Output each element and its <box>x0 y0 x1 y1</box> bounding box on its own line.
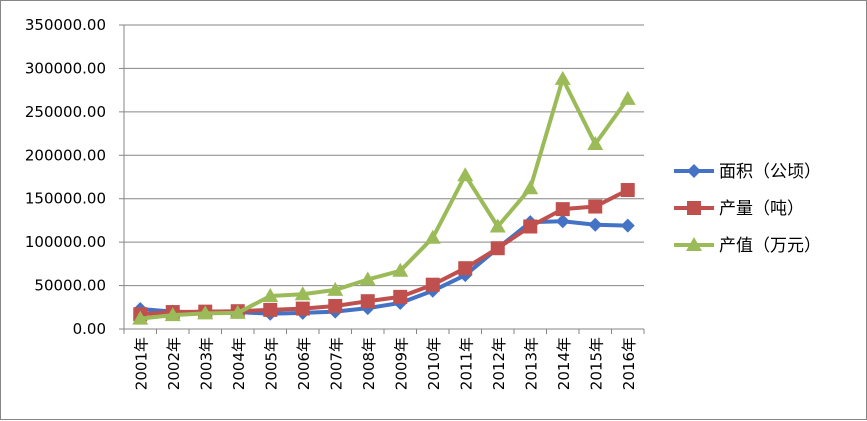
x-tick-label: 2003年 <box>197 337 215 390</box>
data-point <box>555 214 570 229</box>
data-point <box>294 286 311 301</box>
x-tick-label: 2012年 <box>490 337 508 390</box>
x-tick-label: 2016年 <box>620 337 638 390</box>
y-tick-label: 350000.00 <box>25 16 106 34</box>
x-tick-label: 2013年 <box>522 337 540 390</box>
y-tick-label: 200000.00 <box>25 146 106 164</box>
data-point <box>457 167 474 182</box>
y-tick-label: 50000.00 <box>34 277 106 295</box>
x-tick-label: 2011年 <box>457 337 475 390</box>
data-point <box>132 310 149 325</box>
data-point <box>229 304 246 319</box>
x-tick-label: 2004年 <box>230 337 248 390</box>
data-point <box>262 287 279 302</box>
data-point <box>588 199 603 214</box>
y-tick-label: 0.00 <box>73 320 106 338</box>
data-point <box>327 281 344 296</box>
data-point <box>458 261 473 276</box>
data-point <box>588 217 603 232</box>
data-point <box>164 307 181 322</box>
y-tick-label: 150000.00 <box>25 190 106 208</box>
legend-swatch-marker <box>686 237 702 251</box>
y-axis-tick-labels: 0.00 50000.00 100000.00 150000.00 200000.00 2… <box>25 16 106 338</box>
data-point <box>554 70 571 85</box>
x-tick-label: 2008年 <box>360 337 378 390</box>
axes <box>119 24 645 334</box>
series-line <box>140 188 629 317</box>
data-point <box>619 90 636 105</box>
legend-swatch-marker <box>687 164 701 178</box>
series-line <box>140 76 630 321</box>
x-axis-tick-labels: 2001年 2002年 2003年 2004年 2005年 2006年 2007年 2008年… <box>132 337 638 390</box>
data-point <box>263 302 278 317</box>
data-point <box>489 218 506 233</box>
data-point <box>328 298 343 313</box>
y-tick-label: 300000.00 <box>25 59 106 77</box>
data-point <box>587 135 604 150</box>
x-tick-label: 2001年 <box>132 337 150 390</box>
data-point <box>523 219 538 234</box>
data-point <box>424 229 441 244</box>
series-2 <box>133 183 635 322</box>
data-point <box>425 277 440 292</box>
data-point <box>197 305 214 320</box>
data-point <box>359 271 376 286</box>
data-point <box>490 241 505 256</box>
x-tick-label: 2007年 <box>327 337 345 390</box>
data-point <box>360 294 375 309</box>
x-tick-label: 2005年 <box>262 337 280 390</box>
legend-item: 产量（吨） <box>674 199 804 219</box>
legend-label: 面积（公顷） <box>719 162 821 182</box>
x-tick-label: 2014年 <box>555 337 573 390</box>
gridlines <box>124 24 644 287</box>
y-tick-label: 250000.00 <box>25 103 106 121</box>
legend-swatch-marker <box>687 201 701 215</box>
x-tick-label: 2002年 <box>165 337 183 390</box>
data-point <box>555 202 570 217</box>
series-3 <box>132 70 636 325</box>
data-point <box>522 180 539 195</box>
y-tick-label: 100000.00 <box>25 233 106 251</box>
x-tick-label: 2015年 <box>587 337 605 390</box>
series-lines <box>132 70 636 325</box>
data-point <box>620 218 635 233</box>
legend-item: 产值（万元） <box>674 236 821 256</box>
legend-label: 产量（吨） <box>719 199 804 219</box>
x-tick-label: 2006年 <box>295 337 313 390</box>
x-tick-label: 2009年 <box>392 337 410 390</box>
legend-label: 产值（万元） <box>719 236 821 256</box>
data-point <box>295 301 310 316</box>
x-tick-label: 2010年 <box>425 337 443 390</box>
data-point <box>392 262 409 277</box>
legend-item: 面积（公顷） <box>674 162 821 182</box>
legend: 面积（公顷） 产量（吨） 产值（万元） <box>674 162 821 256</box>
data-point <box>620 183 635 198</box>
data-point <box>393 289 408 304</box>
